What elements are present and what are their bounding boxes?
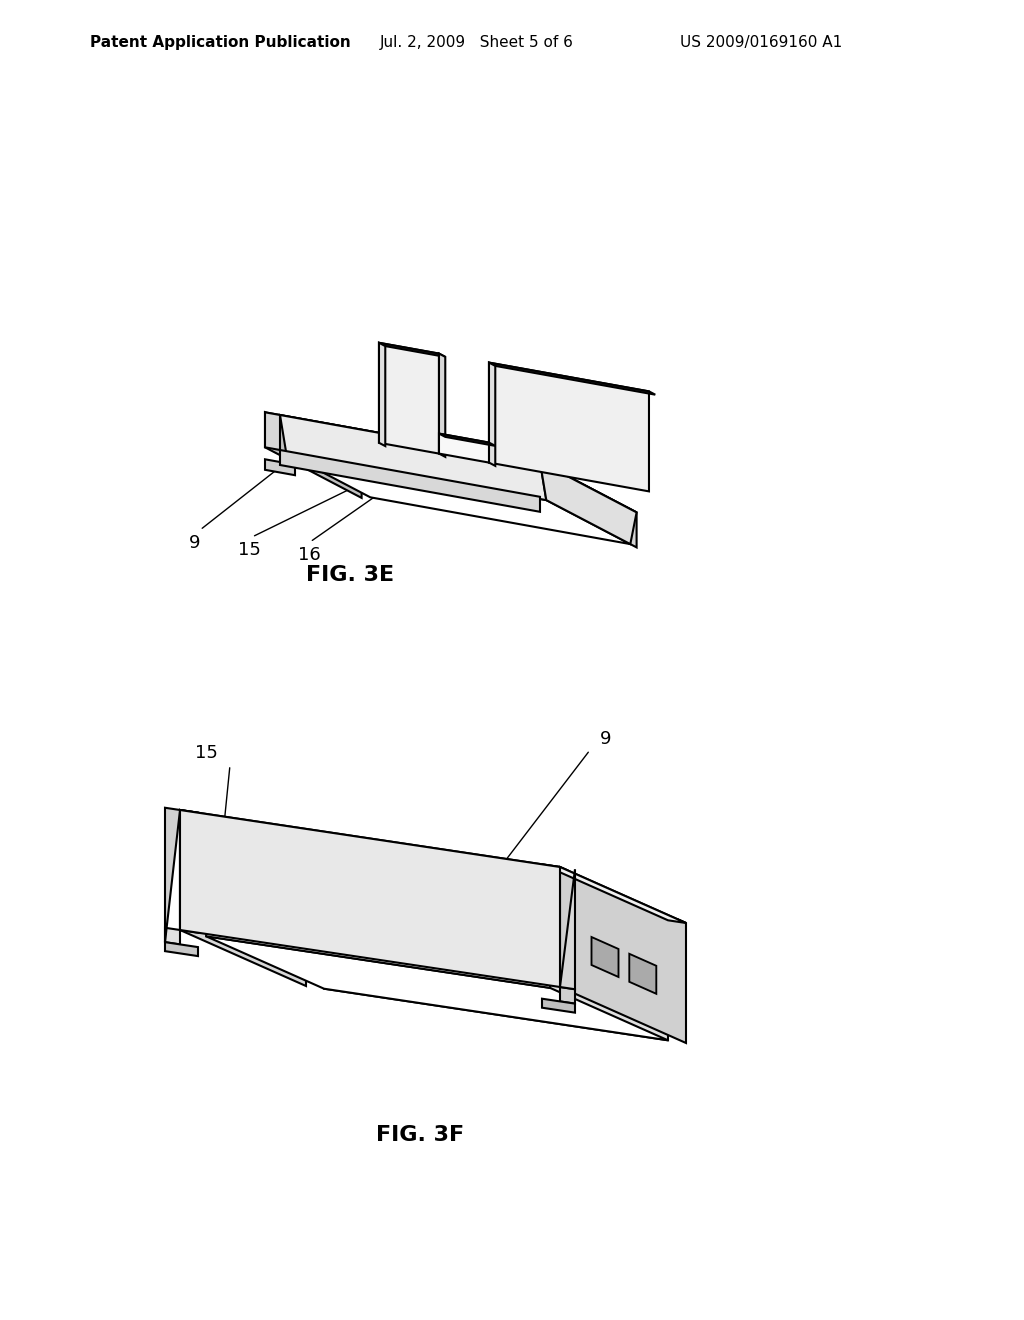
Polygon shape [206, 816, 550, 987]
Polygon shape [221, 919, 237, 924]
Polygon shape [200, 908, 215, 913]
Polygon shape [298, 862, 686, 923]
Polygon shape [560, 867, 686, 1043]
Polygon shape [489, 363, 649, 491]
Text: FIG. 3F: FIG. 3F [376, 1125, 464, 1144]
Polygon shape [165, 808, 180, 942]
Polygon shape [180, 810, 324, 869]
Polygon shape [165, 928, 180, 944]
Text: 15: 15 [196, 744, 218, 762]
Polygon shape [265, 412, 280, 450]
Polygon shape [439, 433, 496, 446]
Polygon shape [263, 902, 273, 941]
Polygon shape [263, 937, 279, 942]
Polygon shape [542, 999, 575, 1012]
Polygon shape [285, 912, 295, 950]
Polygon shape [379, 343, 445, 356]
Polygon shape [379, 343, 439, 454]
Polygon shape [180, 810, 560, 987]
Polygon shape [287, 453, 631, 544]
Polygon shape [265, 459, 295, 475]
Polygon shape [324, 869, 668, 1040]
Polygon shape [540, 462, 637, 548]
Polygon shape [242, 928, 257, 933]
Polygon shape [630, 954, 656, 994]
Polygon shape [180, 810, 568, 871]
Text: 16: 16 [298, 546, 321, 564]
Text: 16: 16 [665, 925, 688, 942]
Polygon shape [265, 412, 377, 466]
Polygon shape [206, 936, 668, 1040]
Text: FIG. 3E: FIG. 3E [306, 565, 394, 585]
Polygon shape [439, 433, 489, 462]
Polygon shape [379, 343, 385, 446]
Text: 9: 9 [189, 535, 201, 552]
Polygon shape [540, 462, 637, 544]
Polygon shape [280, 414, 540, 496]
Text: 15: 15 [238, 541, 260, 558]
Polygon shape [560, 870, 575, 989]
Text: Jul. 2, 2009   Sheet 5 of 6: Jul. 2, 2009 Sheet 5 of 6 [380, 36, 573, 50]
Polygon shape [439, 354, 445, 457]
Polygon shape [200, 874, 209, 913]
Polygon shape [221, 883, 230, 923]
Polygon shape [242, 892, 252, 932]
Polygon shape [280, 414, 546, 500]
Polygon shape [592, 937, 618, 977]
Text: Patent Application Publication: Patent Application Publication [90, 36, 351, 50]
Polygon shape [285, 946, 300, 952]
Polygon shape [560, 987, 575, 1003]
Polygon shape [165, 942, 198, 956]
Polygon shape [489, 363, 655, 395]
Text: US 2009/0169160 A1: US 2009/0169160 A1 [680, 36, 843, 50]
Polygon shape [180, 810, 306, 986]
Polygon shape [280, 414, 637, 512]
Text: 9: 9 [600, 730, 611, 748]
Polygon shape [542, 865, 686, 923]
Polygon shape [489, 363, 496, 466]
Polygon shape [280, 450, 540, 512]
Polygon shape [265, 412, 361, 498]
Polygon shape [180, 810, 198, 933]
